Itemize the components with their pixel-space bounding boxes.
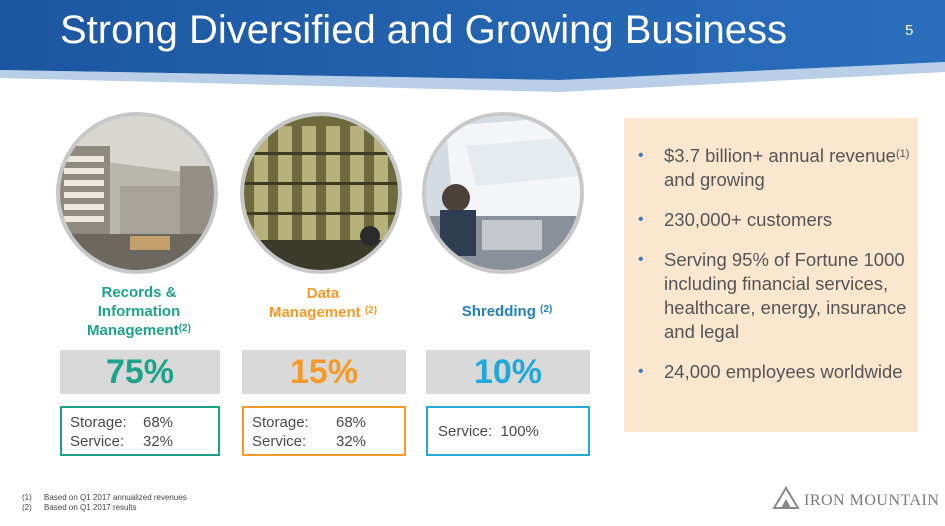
page-number: 5 — [905, 22, 914, 39]
footnote-text: Based on Q1 2017 annualized revenues — [44, 493, 187, 502]
footnote-ref: (2) — [178, 323, 191, 334]
records-warehouse-photo — [56, 112, 218, 274]
percent-data: 15% — [242, 350, 406, 394]
split-value: 68% — [143, 414, 174, 431]
split-value: 32% — [336, 433, 367, 450]
split-row: Storage: 68% — [70, 414, 173, 431]
split-label: Service: — [70, 433, 125, 450]
split-row: Service: 100% — [438, 423, 539, 440]
segment-label-line: Management — [87, 322, 179, 339]
footnote-number: (2) — [22, 503, 32, 512]
bullet-icon: • — [638, 363, 644, 380]
segment-label-line: Data — [306, 285, 340, 302]
percent-records: 75% — [60, 350, 220, 394]
footnote: (2) Based on Q1 2017 results — [22, 503, 187, 513]
footnote-ref: (2) — [364, 305, 378, 316]
split-label: Service: — [438, 423, 493, 440]
split-value: 100% — [500, 423, 539, 440]
footnote: (1) Based on Q1 2017 annualized revenues — [22, 493, 187, 503]
highlight-item-customers: • 230,000+ customers — [638, 209, 833, 230]
split-box-data: Storage: 68% Service: 32% — [242, 406, 406, 456]
highlights-list: • $3.7 billion+ annual revenue(1) and gr… — [638, 144, 914, 400]
footnotes: (1) Based on Q1 2017 annualized revenues … — [22, 493, 187, 513]
highlight-item-employees: • 24,000 employees worldwide — [638, 361, 903, 382]
split-value: 68% — [336, 414, 367, 431]
segment-label-line: Shredding — [461, 303, 536, 320]
split-label: Storage: — [70, 414, 127, 431]
split-row: Service: 32% — [70, 433, 173, 450]
split-box-records: Storage: 68% Service: 32% — [60, 406, 220, 456]
company-logo: IRON MOUNTAIN — [772, 486, 939, 514]
logo-text: IRON MOUNTAIN — [804, 492, 940, 509]
split-row: Service: 32% — [252, 433, 366, 450]
page-title: Strong Diversified and Growing Business — [60, 8, 788, 52]
segment-label-line: Records & — [101, 284, 177, 301]
segment-label-line: Management — [268, 304, 361, 321]
segment-label-records: Records & Information Management(2) — [58, 283, 220, 340]
segment-label-shredding: Shredding (2) — [424, 302, 590, 321]
shredding-truck-photo — [422, 112, 584, 274]
mountain-icon — [772, 486, 800, 509]
highlight-item-revenue: • $3.7 billion+ annual revenue(1) and gr… — [638, 145, 910, 190]
split-row: Storage: 68% — [252, 414, 366, 431]
split-label: Storage: — [252, 414, 309, 431]
header-background — [0, 0, 945, 92]
bullet-icon: • — [638, 251, 644, 268]
split-label: Service: — [252, 433, 307, 450]
footnote-ref: (2) — [540, 304, 553, 315]
header-banner: Strong Diversified and Growing Business … — [0, 0, 945, 100]
footnote-number: (1) — [22, 493, 32, 502]
bullet-icon: • — [638, 147, 644, 164]
footnote-text: Based on Q1 2017 results — [44, 503, 137, 512]
percent-shredding: 10% — [426, 350, 590, 394]
data-storage-photo — [240, 112, 402, 274]
split-box-shredding: Service: 100% — [426, 406, 590, 456]
highlight-item-fortune: • Serving 95% of Fortune 1000 including … — [638, 249, 907, 342]
segment-label-data: Data Management (2) — [242, 284, 404, 322]
segment-label-line: Information — [97, 303, 181, 320]
split-value: 32% — [143, 433, 174, 450]
footnote-ref: (1) — [895, 148, 910, 160]
bullet-icon: • — [638, 211, 644, 228]
highlights-panel: • $3.7 billion+ annual revenue(1) and gr… — [624, 118, 918, 432]
